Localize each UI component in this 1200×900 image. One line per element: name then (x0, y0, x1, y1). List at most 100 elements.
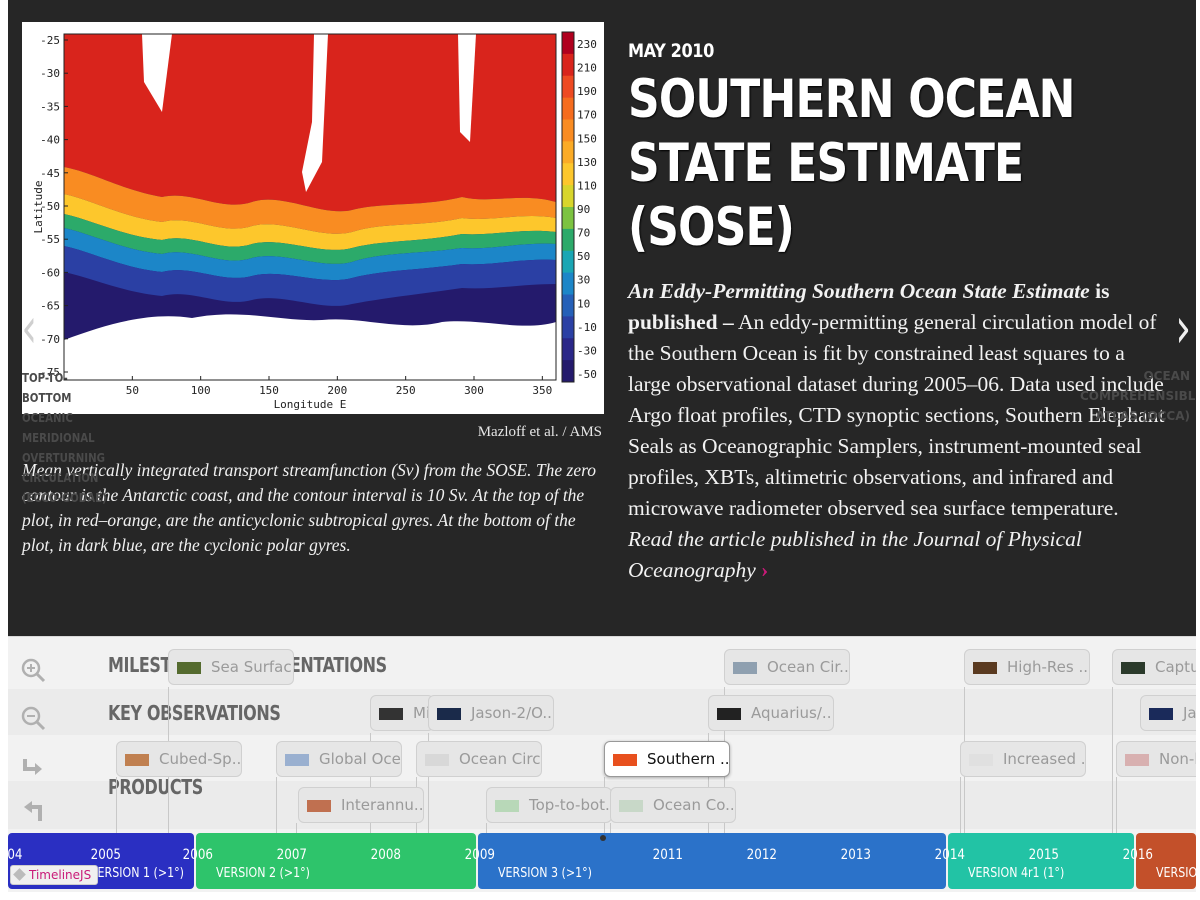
colorbar-segment (562, 316, 574, 339)
timeline-navigator[interactable]: MILESTONES/DOCUMENTATIONS KEY OBSERVATIO… (8, 636, 1196, 892)
zoom-out-icon[interactable] (20, 705, 46, 731)
lead-tail: is published – (628, 279, 1110, 334)
year-tick: 2012 (746, 847, 777, 863)
timeline-marker[interactable]: Ocean Cir... (724, 649, 850, 685)
year-tick: 2007 (276, 847, 307, 863)
marker-title: Mi (413, 704, 431, 722)
marker-title: Global Oce... (319, 750, 401, 768)
prev-slide-title[interactable]: TOP-TO-BOTTOM OCEANIC MERIDIONAL OVERTUR… (22, 371, 107, 505)
timeline-marker[interactable]: Global Oce... (276, 741, 402, 777)
timeline-marker[interactable]: Mi (370, 695, 434, 731)
marker-thumbnail (619, 800, 643, 812)
timeline-marker[interactable]: Top-to-bot... (486, 787, 612, 823)
year-tick: 2005 (90, 847, 121, 863)
x-tick-label: 300 (464, 384, 484, 397)
colorbar-segment (562, 228, 574, 252)
x-axis-label: Longitude E (274, 398, 347, 411)
read-more-link[interactable]: Read the article published in the Journa… (628, 527, 1082, 582)
timeline-marker[interactable]: Sea Surfac... (168, 649, 294, 685)
colorbar-segment (562, 53, 574, 77)
streamfunction-map: -25 -30 -35 -40 -45 -50 -55 -60 -65 -70 -75 50 100 1… (32, 31, 597, 411)
x-tick-label: 250 (396, 384, 416, 397)
marker-thumbnail (717, 708, 741, 720)
slide-body: An Eddy-Permitting Southern Ocean State … (628, 276, 1168, 586)
current-position-dot (600, 835, 606, 841)
y-tick-label: -25 (40, 34, 60, 47)
year-tick: 2014 (934, 847, 965, 863)
year-tick: 2009 (464, 847, 495, 863)
slide-text: MAY 2010 SOUTHERN OCEAN STATE ESTIMATE (… (628, 40, 1168, 586)
y-tick-label: -55 (40, 233, 60, 246)
x-tick-label: 100 (191, 384, 211, 397)
colorbar-tick-label: -10 (577, 321, 597, 334)
marker-title: Southern ... (647, 750, 730, 768)
marker-thumbnail (973, 662, 997, 674)
zoom-in-icon[interactable] (20, 657, 46, 683)
colorbar-tick-label: 190 (577, 85, 597, 98)
colorbar-segment (562, 360, 574, 383)
era-label: VERSION 2 (>1°) (216, 866, 310, 881)
colorbar-tick-label: 30 (577, 274, 590, 287)
marker-thumbnail (285, 754, 309, 766)
next-slide-title[interactable]: OCEAN COMPREHENSIBLE ATLAS (OCCA) (1080, 369, 1196, 423)
era-label: VERSION 3 (>1°) (498, 866, 592, 881)
timelinejs-badge[interactable]: TimelineJS (10, 865, 99, 885)
marker-title: Ocean Circ... (459, 750, 541, 768)
undo-icon[interactable] (20, 799, 46, 825)
read-more-arrow-icon[interactable]: › (761, 558, 769, 582)
marker-thumbnail (495, 800, 519, 812)
era-version-5[interactable]: VERSIO (1136, 833, 1196, 889)
marker-title: Cubed-Sp... (159, 750, 242, 768)
colorbar-tick-label: 90 (577, 203, 590, 216)
timeline-marker[interactable]: Interannu... (298, 787, 424, 823)
chevron-left-icon[interactable]: ‹ (21, 296, 38, 361)
marker-line (708, 733, 709, 837)
colorbar-segment (562, 294, 574, 317)
year-tick: 2016 (1122, 847, 1153, 863)
y-tick-label: -40 (40, 134, 60, 147)
timeline-band (8, 689, 1196, 737)
colorbar-tick-label: 70 (577, 227, 590, 240)
timeline-marker[interactable]: Increased ... (960, 741, 1086, 777)
marker-title: Jas (1183, 704, 1196, 722)
timeline-marker[interactable]: Ocean Circ... (416, 741, 542, 777)
colorbar-tick-label: 210 (577, 62, 597, 75)
media-credit: Mazloff et al. / AMS (477, 424, 602, 440)
era-version-2[interactable]: VERSION 2 (>1°) (196, 833, 476, 889)
lead-title: An Eddy-Permitting Southern Ocean State … (628, 279, 1090, 303)
marker-thumbnail (307, 800, 331, 812)
marker-title: Non-lin (1159, 750, 1196, 768)
y-axis-ticks: -25 -30 -35 -40 -45 -50 -55 -60 -65 -70 -75 (40, 34, 68, 379)
timeline-marker-active[interactable]: Southern ... (604, 741, 730, 777)
era-version-4r1[interactable]: VERSION 4r1 (1°) (948, 833, 1134, 889)
timeline-marker[interactable]: Jason-2/O... (428, 695, 554, 731)
figure-frame: -25 -30 -35 -40 -45 -50 -55 -60 -65 -70 -75 50 100 1… (22, 22, 604, 414)
x-tick-label: 150 (259, 384, 279, 397)
colorbar-tick-label: 10 (577, 297, 590, 310)
timeline-marker[interactable]: Ocean Co... (610, 787, 736, 823)
marker-line (1116, 777, 1117, 837)
era-label: VERSIO (1156, 866, 1196, 881)
colorbar-segment (562, 250, 574, 274)
group-label-key-observations: KEY OBSERVATIONS (108, 701, 281, 725)
timeline-marker[interactable]: Jas (1140, 695, 1196, 731)
era-label: VERSION 1 (>1°) (90, 866, 184, 881)
colorbar-tick-label: 150 (577, 132, 597, 145)
year-tick: 2011 (652, 847, 683, 863)
marker-line (116, 777, 117, 837)
y-tick-label: -65 (40, 300, 60, 313)
timeline-marker[interactable]: Non-lin (1116, 741, 1196, 777)
marker-thumbnail (1125, 754, 1149, 766)
slide: -25 -30 -35 -40 -45 -50 -55 -60 -65 -70 -75 50 100 1… (8, 0, 1196, 636)
timeline-marker[interactable]: Captu (1112, 649, 1196, 685)
diamond-icon (13, 868, 26, 881)
body-paragraph: An eddy-permitting general circulation m… (628, 310, 1165, 520)
era-version-3[interactable]: VERSION 3 (>1°) (478, 833, 946, 889)
timeline-marker[interactable]: High-Res ... (964, 649, 1090, 685)
y-tick-label: -60 (40, 266, 60, 279)
timeline-marker[interactable]: Aquarius/... (708, 695, 834, 731)
timeline-marker[interactable]: Cubed-Sp... (116, 741, 242, 777)
redo-icon[interactable] (20, 755, 46, 781)
chevron-right-icon[interactable]: › (1174, 296, 1191, 361)
year-tick: 04 (8, 847, 23, 863)
